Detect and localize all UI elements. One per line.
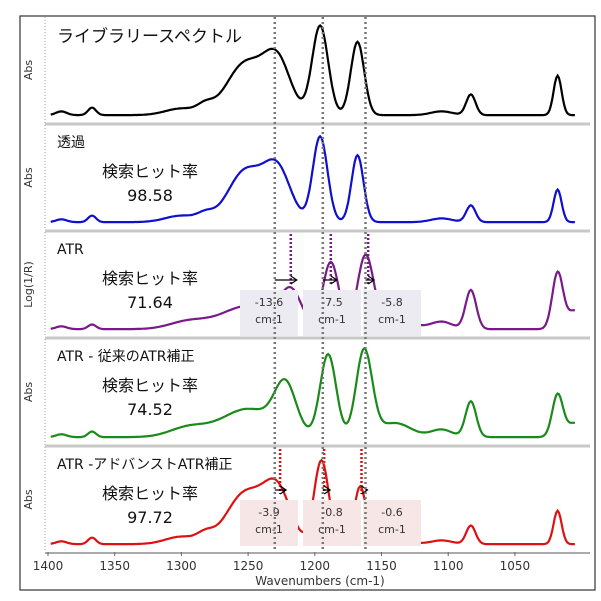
- shift-arrowhead: [323, 485, 332, 495]
- shift-arrowhead: [367, 275, 376, 285]
- x-tick-label: 1200: [300, 559, 331, 573]
- shift-value: -3.9: [258, 506, 279, 519]
- shift-annotation-box: [240, 500, 298, 546]
- shift-annotation-box: [363, 500, 421, 546]
- shift-unit: cm-1: [378, 313, 406, 326]
- shift-value: -0.8: [321, 506, 342, 519]
- hit-rate-label: 検索ヒット率: [102, 484, 198, 503]
- hit-rate-value: 74.52: [127, 400, 173, 419]
- panel-title: ライブラリースペクトル: [57, 26, 242, 47]
- shift-arrowhead: [330, 275, 338, 285]
- hit-rate-label: 検索ヒット率: [102, 376, 198, 395]
- x-tick-label: 1100: [433, 559, 464, 573]
- shift-annotation-box: [303, 500, 361, 546]
- panel-title: ATR -アドバンストATR補正: [57, 457, 232, 473]
- y-axis-label: Abs: [22, 60, 35, 81]
- panel-title: 透過: [57, 135, 85, 151]
- shift-annotation-box: [363, 290, 421, 336]
- hit-rate-label: 検索ヒット率: [102, 269, 198, 288]
- shift-unit: cm-1: [318, 523, 346, 536]
- spectrum-line-0: [50, 24, 575, 117]
- y-axis-label: Abs: [22, 489, 35, 510]
- spectrum-line-3: [50, 346, 575, 439]
- shift-unit: cm-1: [378, 523, 406, 536]
- hit-rate-value: 97.72: [127, 508, 173, 527]
- x-tick-label: 1050: [500, 559, 531, 573]
- shift-value: -5.8: [381, 296, 402, 309]
- panel-title: ATR - 従来のATR補正: [57, 349, 195, 365]
- panel-title: ATR: [57, 242, 84, 258]
- shift-arrowhead: [279, 485, 288, 495]
- shift-annotation-box: [303, 290, 361, 336]
- y-axis-label: Log(1/R): [22, 261, 35, 308]
- shift-value: -13.6: [255, 296, 283, 309]
- x-tick-label: 1400: [33, 559, 64, 573]
- x-tick-label: 1350: [99, 559, 130, 573]
- x-tick-label: 1250: [233, 559, 264, 573]
- shift-unit: cm-1: [318, 313, 346, 326]
- shift-unit: cm-1: [255, 523, 283, 536]
- shift-arrowhead: [290, 275, 298, 285]
- hit-rate-value: 98.58: [127, 186, 173, 205]
- shift-arrowhead: [361, 485, 369, 495]
- shift-annotation-box: [240, 290, 298, 336]
- y-axis-label: Abs: [22, 167, 35, 188]
- hit-rate-value: 71.64: [127, 293, 173, 312]
- x-axis-label: Wavenumbers (cm-1): [255, 574, 384, 588]
- x-tick-label: 1150: [366, 559, 397, 573]
- shift-unit: cm-1: [255, 313, 283, 326]
- y-axis-label: Abs: [22, 382, 35, 403]
- spectrum-line-1: [50, 134, 575, 224]
- hit-rate-label: 検索ヒット率: [102, 162, 198, 181]
- shift-value: -0.6: [381, 506, 402, 519]
- x-tick-label: 1300: [166, 559, 197, 573]
- shift-value: -7.5: [321, 296, 342, 309]
- frame: [19, 15, 596, 591]
